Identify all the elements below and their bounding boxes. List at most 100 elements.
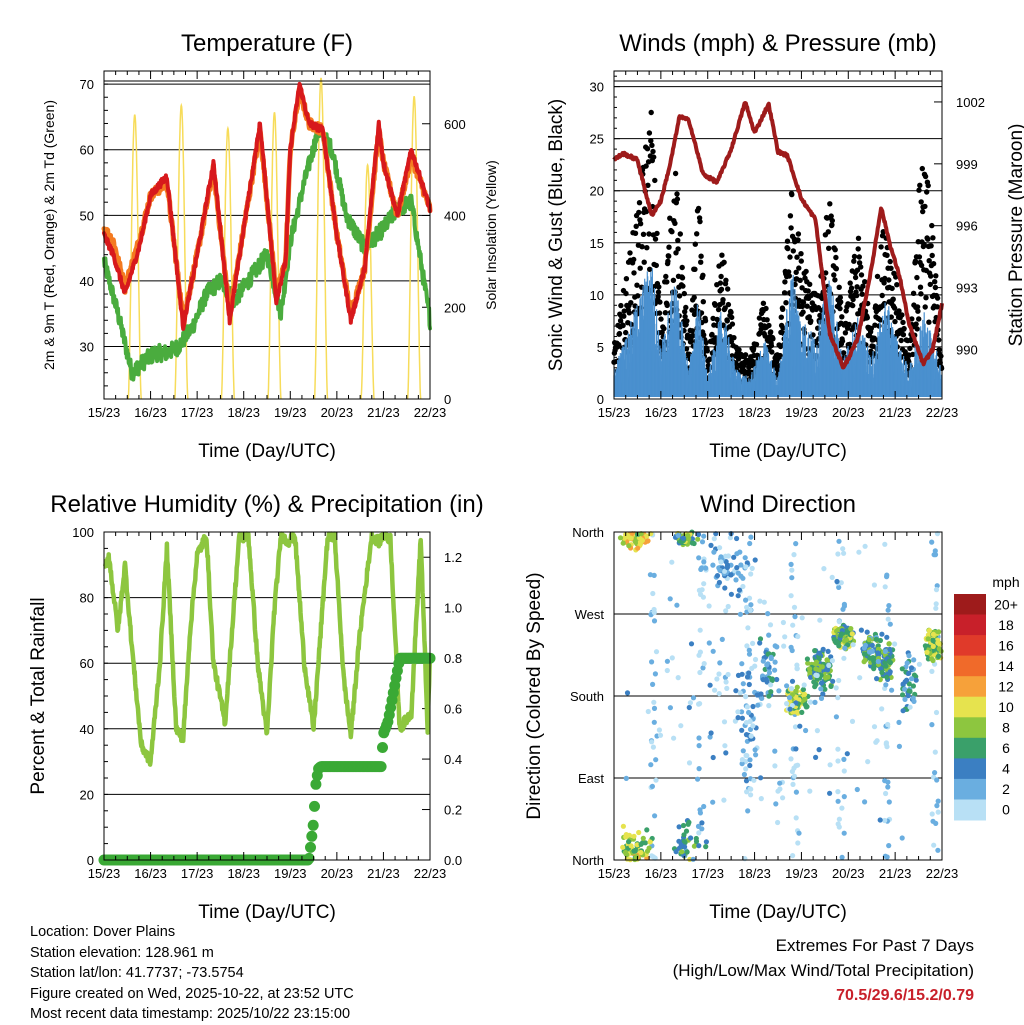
direction-point	[862, 543, 868, 549]
gust-point	[884, 252, 890, 258]
direction-point	[887, 621, 893, 627]
x-tick-label: 20/23	[832, 405, 865, 420]
direction-point	[816, 650, 823, 656]
direction-point	[701, 581, 707, 587]
direction-point	[811, 679, 817, 685]
direction-point	[674, 602, 680, 608]
direction-point	[734, 565, 740, 571]
direction-point	[791, 604, 798, 610]
direction-point	[929, 539, 935, 545]
direction-point	[644, 533, 650, 539]
y-tick-label: 60	[80, 143, 94, 158]
gust-point	[704, 348, 710, 354]
gust-point	[616, 342, 622, 348]
direction-point	[699, 587, 705, 593]
x-tick-label: 17/23	[691, 866, 724, 881]
direction-point	[909, 676, 915, 682]
gust-point	[916, 316, 922, 322]
gust-point	[676, 293, 683, 299]
direction-point	[911, 657, 917, 663]
direction-point	[714, 573, 721, 579]
direction-point	[835, 746, 841, 752]
direction-point	[696, 766, 702, 772]
direction-point	[649, 853, 655, 859]
direction-point	[721, 797, 727, 803]
direction-point	[757, 598, 763, 604]
direction-point	[740, 748, 746, 754]
y-tick-label: 50	[80, 208, 94, 223]
direction-point	[772, 659, 778, 665]
gust-point	[681, 290, 687, 297]
direction-point	[701, 661, 707, 667]
direction-point	[884, 634, 890, 640]
y-right-tick-label: 0.2	[444, 803, 462, 818]
gust-point	[684, 318, 690, 324]
gust-point	[900, 319, 906, 326]
direction-point	[740, 681, 746, 687]
direction-point	[689, 540, 695, 546]
gust-point	[854, 292, 860, 299]
gust-point	[914, 274, 920, 281]
direction-point	[887, 646, 893, 653]
gust-point	[712, 302, 718, 308]
y-tick-label: North	[572, 525, 604, 540]
gust-point	[675, 237, 681, 244]
direction-point	[774, 676, 780, 683]
winds-chart: 0 5 10 15 20 25 30 990 993 996 999 1002 15/23 16/23 17…	[546, 30, 1024, 462]
gust-point	[666, 244, 672, 250]
gust-point	[797, 277, 803, 283]
direction-point	[856, 549, 862, 555]
direction-point	[737, 549, 743, 555]
gust-point	[881, 280, 887, 286]
direction-point	[721, 719, 728, 725]
gust-point	[921, 241, 927, 247]
gust-point	[626, 310, 632, 316]
gust-point	[718, 286, 725, 292]
direction-point	[624, 690, 631, 696]
x-tick-label: 19/23	[274, 405, 307, 420]
gust-point	[717, 280, 724, 286]
direction-point	[936, 629, 942, 635]
gust-point	[839, 314, 845, 320]
x-tick-label: 18/23	[227, 405, 260, 420]
gust-point	[798, 258, 804, 264]
direction-point	[839, 631, 845, 637]
y-tick-label: 80	[80, 591, 94, 606]
gust-point	[643, 208, 650, 215]
direction-point	[900, 692, 906, 698]
direction-point	[710, 562, 716, 568]
direction-point	[791, 552, 797, 558]
direction-point	[874, 676, 880, 682]
gust-point	[700, 299, 706, 305]
y-right-tick-label: 0	[444, 392, 451, 407]
direction-point	[743, 766, 749, 772]
direction-point	[664, 667, 670, 674]
wind-points	[613, 268, 943, 397]
direction-point	[936, 646, 942, 652]
direction-point	[768, 682, 774, 688]
direction-point	[723, 679, 729, 685]
direction-point	[849, 718, 856, 725]
extremes-subtitle: (High/Low/Max Wind/Total Precipitation)	[672, 961, 974, 980]
gust-point	[644, 245, 650, 251]
colorbar-swatch	[954, 614, 986, 636]
y-tick-label: 40	[80, 274, 94, 289]
gust-point	[879, 292, 885, 299]
direction-point	[780, 619, 787, 626]
gust-point	[828, 213, 834, 219]
direction-point	[849, 631, 855, 637]
gust-point	[652, 177, 658, 184]
gust-point	[683, 304, 689, 311]
direction-point	[926, 628, 933, 634]
direction-point	[775, 819, 781, 826]
plot-frame	[103, 531, 431, 861]
gust-point	[736, 347, 742, 353]
direction-point	[934, 583, 940, 589]
direction-point	[836, 619, 842, 625]
direction-point	[727, 535, 734, 541]
colorbar-label: 4	[1002, 761, 1010, 777]
direction-point	[656, 727, 663, 733]
colorbar-label: 10	[998, 699, 1014, 715]
gust-point	[829, 222, 835, 228]
